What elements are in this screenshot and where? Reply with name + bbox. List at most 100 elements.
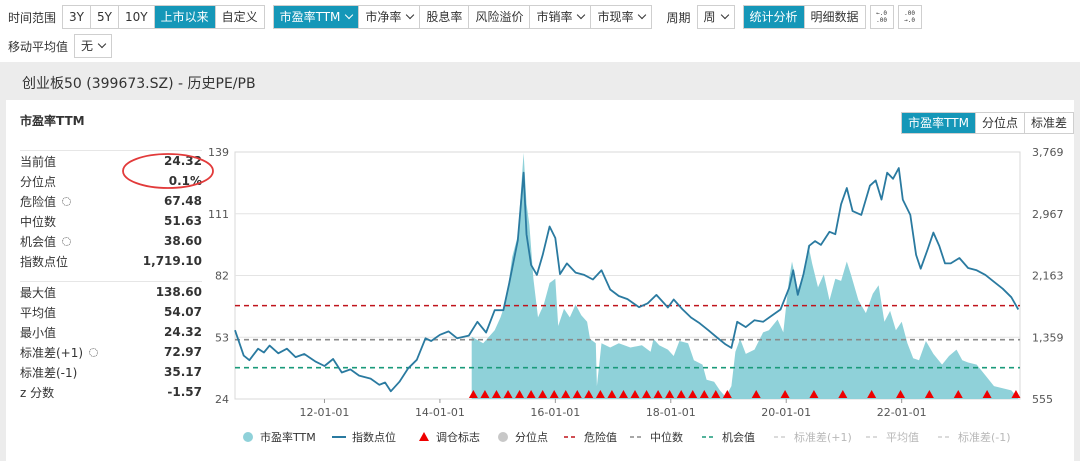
metric-option-4[interactable]: 市销率 — [530, 6, 592, 28]
gear-icon[interactable] — [89, 347, 99, 357]
period-label: 周期 — [666, 10, 691, 25]
time-range-option-label: 自定义 — [221, 10, 258, 24]
moving-average-dropdown[interactable]: 无 — [74, 34, 113, 58]
y-left-tick-label: 24 — [215, 393, 229, 406]
time-range-option-2[interactable]: 10Y — [118, 6, 155, 28]
time-range-option-label: 3Y — [69, 10, 84, 24]
decrease-decimals-icon[interactable]: ←.0.00 — [869, 5, 894, 29]
increase-decimals-icon[interactable]: .00 →.0 — [897, 5, 922, 29]
stat-label-text: 标准差(-1) — [20, 365, 78, 380]
chart-tab-2[interactable]: 标准差 — [1025, 113, 1073, 133]
stat-value: 138.60 — [155, 285, 202, 299]
rebalance-marker — [711, 390, 721, 398]
rebalance-marker — [642, 390, 652, 398]
metric-option-5[interactable]: 市现率 — [591, 6, 652, 28]
legend-swatch — [243, 432, 253, 442]
stat-row: 指数点位 1,719.10 — [20, 251, 202, 271]
time-range-option-1[interactable]: 5Y — [90, 6, 119, 28]
rebalance-marker — [953, 390, 963, 398]
stat-value: 72.97 — [164, 345, 202, 359]
stat-label: 最大值 — [20, 284, 56, 301]
view-option-1[interactable]: 明细数据 — [804, 6, 865, 28]
rebalance-marker — [549, 390, 559, 398]
rebalance-marker — [630, 390, 640, 398]
stat-label-text: 当前值 — [20, 154, 57, 169]
rebalance-marker — [688, 390, 698, 398]
rebalance-marker — [618, 390, 628, 398]
legend-label: 中位数 — [650, 430, 683, 444]
metric-option-1[interactable]: 市净率 — [359, 6, 421, 28]
stat-label-text: 分位点 — [20, 174, 57, 189]
y-left-tick-label: 139 — [208, 146, 229, 159]
time-range-option-label: 10Y — [124, 10, 148, 24]
rebalance-marker — [572, 390, 582, 398]
rebalance-marker — [595, 390, 605, 398]
rebalance-marker — [515, 390, 525, 398]
metric-option-2[interactable]: 股息率 — [420, 6, 470, 28]
metric-option-label: 风险溢价 — [475, 10, 524, 24]
rebalance-marker — [480, 390, 490, 398]
stat-label-text: 平均值 — [20, 305, 57, 320]
rebalance-marker — [584, 390, 594, 398]
pe-ttm-area — [471, 152, 1019, 399]
stat-row: 危险值 67.48 — [20, 191, 202, 211]
chart-tab-0[interactable]: 市盈率TTM — [902, 113, 976, 133]
stat-label-text: z 分数 — [20, 385, 55, 400]
legend-label: 指数点位 — [352, 430, 396, 444]
moving-average-label: 移动平均值 — [8, 39, 69, 54]
rebalance-marker — [809, 390, 819, 398]
metric-option-label: 市现率 — [597, 10, 634, 24]
moving-average-dropdown-button[interactable]: 无 — [75, 35, 112, 57]
rebalance-marker — [561, 390, 571, 398]
stat-label: 指数点位 — [20, 253, 68, 270]
rebalance-marker — [526, 390, 536, 398]
metric-option-label: 市盈率TTM — [279, 10, 341, 24]
stat-label-text: 最小值 — [20, 325, 57, 340]
time-range-option-3[interactable]: 上市以来 — [154, 6, 216, 28]
chart-tab-label: 标准差 — [1030, 116, 1067, 130]
metric-option-0[interactable]: 市盈率TTM — [273, 6, 360, 28]
rebalance-marker — [665, 390, 675, 398]
period-dropdown[interactable]: 周 — [696, 5, 735, 29]
stat-label: 标准差(-1) — [20, 364, 77, 381]
metric-selector: 市盈率TTM 市净率 股息率 风险溢价 市销率 市现率 — [272, 5, 653, 29]
legend-swatch — [498, 432, 508, 442]
stats-group-current: 当前值 24.32 分位点 0.1% 危险值 67.48 中位数 51.63 机会值 38.60 指… — [20, 151, 202, 271]
rebalance-marker — [503, 390, 513, 398]
stats-divider — [20, 281, 202, 282]
rebalance-marker — [867, 390, 877, 398]
time-range-option-label: 上市以来 — [160, 10, 209, 24]
stat-value: -1.57 — [167, 385, 202, 399]
title-bar: 创业板50 (399673.SZ) - 历史PE/PB — [0, 62, 1080, 100]
gear-icon[interactable] — [62, 236, 72, 246]
gear-icon[interactable] — [62, 196, 72, 206]
stat-label-text: 标准差(+1) — [20, 345, 84, 360]
stat-label: 当前值 — [20, 153, 56, 170]
chart-tab-1[interactable]: 分位点 — [976, 113, 1025, 133]
legend-label: 危险值 — [584, 430, 617, 444]
stat-row: 机会值 38.60 — [20, 231, 202, 251]
time-range-option-0[interactable]: 3Y — [63, 6, 91, 28]
period-dropdown-button[interactable]: 周 — [697, 6, 734, 28]
stat-value: 38.60 — [164, 234, 202, 248]
x-tick-label: 16-01-01 — [530, 406, 580, 419]
view-selector: 统计分析 明细数据 — [742, 5, 866, 29]
chart-tabs: 市盈率TTM 分位点 标准差 — [901, 112, 1074, 134]
chart-tab-label: 分位点 — [981, 116, 1018, 130]
x-tick-label: 14-01-01 — [415, 406, 465, 419]
stat-label-text: 最大值 — [20, 285, 57, 300]
stat-value: 1,719.10 — [142, 254, 202, 268]
metric-option-3[interactable]: 风险溢价 — [469, 6, 531, 28]
rebalance-marker — [722, 390, 732, 398]
stat-value: 51.63 — [164, 214, 202, 228]
rebalance-marker — [924, 390, 934, 398]
rebalance-marker — [653, 390, 663, 398]
stat-row: 中位数 51.63 — [20, 211, 202, 231]
toolbar: 时间范围 3Y 5Y 10Y 上市以来 自定义 市盈率TTM 市净率 股息率 风险溢价 市销率市… — [0, 0, 1080, 62]
legend-swatch — [419, 432, 429, 441]
time-range-option-4[interactable]: 自定义 — [215, 6, 264, 28]
view-option-0[interactable]: 统计分析 — [743, 6, 805, 28]
view-option-label: 统计分析 — [749, 10, 798, 24]
metric-option-label: 市销率 — [536, 10, 573, 24]
stat-row: 最小值 24.32 — [20, 322, 202, 342]
